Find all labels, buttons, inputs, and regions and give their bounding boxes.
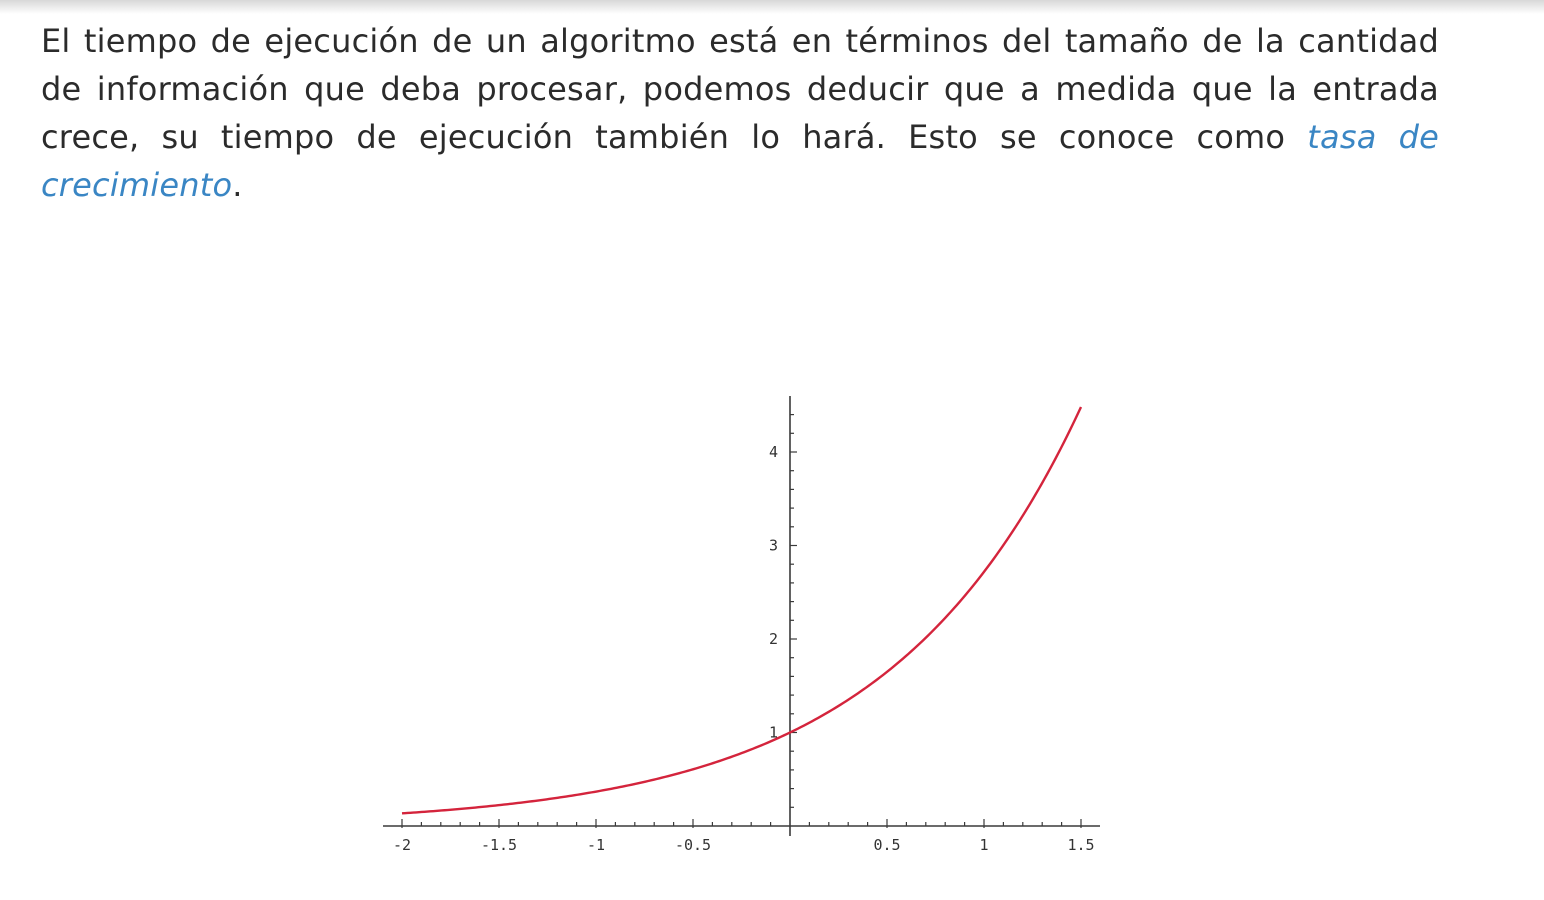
chart-tick-labels: -2 -1.5 -1 -0.5 0.5 1 1.5 1 2 3 4 (393, 443, 1095, 854)
x-tick-label: -1.5 (481, 836, 517, 854)
chart-ticks (401, 414, 1082, 828)
x-tick-label: -1 (587, 836, 605, 854)
body-paragraph: El tiempo de ejecución de un algoritmo e… (41, 17, 1439, 209)
y-tick-label: 1 (769, 724, 778, 742)
y-tick-label: 2 (769, 630, 778, 648)
series-line-exp (401, 406, 1083, 815)
x-tick-label: 1 (979, 836, 988, 854)
trailing-period: . (232, 166, 243, 204)
chart-axes (383, 396, 1100, 836)
top-shade (0, 0, 1544, 14)
paragraph-text: El tiempo de ejecución de un algoritmo e… (41, 22, 1439, 156)
x-tick-label: 1.5 (1067, 836, 1094, 854)
x-tick-label: -2 (393, 836, 411, 854)
highlighted-term: tasa de crecimiento (41, 118, 1440, 204)
x-tick-label: -0.5 (675, 836, 711, 854)
y-tick-label: 3 (769, 537, 778, 555)
y-tick-label: 4 (769, 443, 778, 461)
chart-series (401, 406, 1083, 815)
x-tick-label: 0.5 (873, 836, 900, 854)
